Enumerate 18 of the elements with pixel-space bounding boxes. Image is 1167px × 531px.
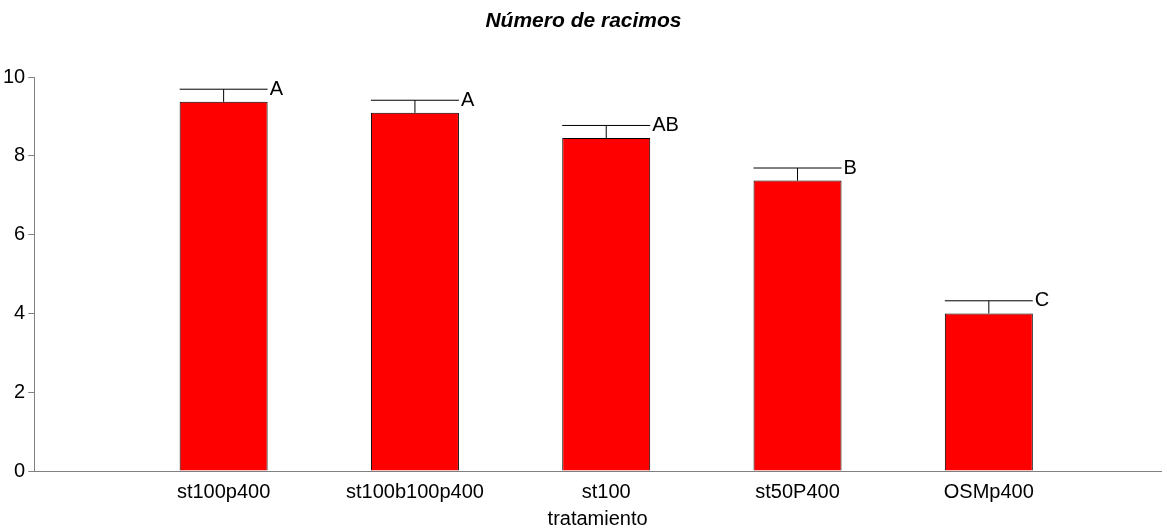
annotation: AB <box>652 112 679 135</box>
y-tick-label: 2 <box>14 379 26 402</box>
annotation: A <box>460 87 475 110</box>
x-tick-label: st50P400 <box>755 479 840 502</box>
y-tick-label: 0 <box>14 458 26 481</box>
x-axis-title: tratamiento <box>547 506 648 529</box>
x-tick-label: st100b100p400 <box>345 479 484 502</box>
annotation: A <box>269 76 284 99</box>
y-tick-label: 10 <box>3 64 26 87</box>
chart-title: Número de racimos <box>484 8 683 32</box>
x-tick-label: st100p400 <box>176 479 271 502</box>
y-tick-label: 8 <box>14 143 26 166</box>
x-tick-label: OSMp400 <box>943 479 1034 502</box>
y-tick-label: 6 <box>14 222 26 245</box>
annotation: B <box>843 155 857 178</box>
y-tick-label: 4 <box>14 300 26 323</box>
x-tick-label: st100 <box>581 479 631 502</box>
annotation: C <box>1034 288 1050 311</box>
